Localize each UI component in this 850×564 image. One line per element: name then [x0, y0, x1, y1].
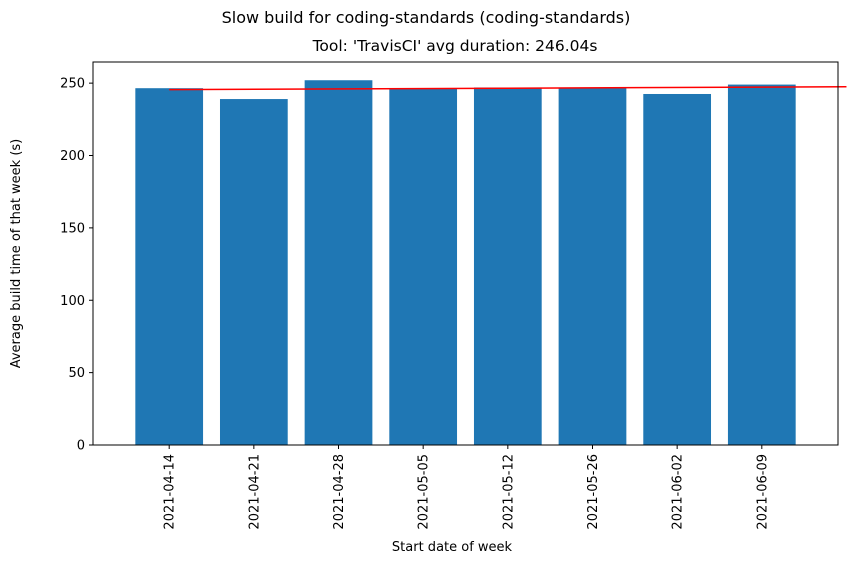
chart-title: Tool: 'TravisCI' avg duration: 246.04s [312, 37, 598, 55]
x-axis-ticks: 2021-04-14 2021-04-21 2021-04-28 2021-05-05… [163, 445, 770, 530]
y-tick-label: 50 [68, 366, 85, 381]
bar-2021-06-02 [643, 93, 712, 445]
bar-2021-04-21 [219, 99, 288, 445]
plot-frame [92, 61, 839, 446]
bar-2021-06-09 [727, 84, 796, 445]
bar-2021-05-05 [389, 88, 458, 445]
x-axis-label: Start date of week [392, 540, 513, 555]
x-tick-label: 2021-05-12 [501, 454, 516, 530]
x-tick-label: 2021-06-09 [755, 454, 770, 530]
x-tick-label: 2021-05-05 [417, 454, 432, 530]
x-tick-label: 2021-05-26 [586, 454, 601, 530]
trend-group [169, 86, 847, 91]
y-tick-label: 200 [60, 149, 85, 164]
bar-2021-04-14 [135, 88, 204, 446]
chart-suptitle: Slow build for coding-standards (coding-… [222, 8, 631, 27]
x-tick-label: 2021-06-02 [671, 454, 686, 530]
x-tick-label: 2021-04-21 [247, 454, 262, 530]
y-tick-label: 150 [60, 221, 85, 236]
bar-2021-05-26 [558, 87, 627, 445]
x-tick-label: 2021-04-28 [332, 454, 347, 530]
y-axis-ticks: 0 50 100 150 200 250 [60, 77, 93, 454]
y-axis-label: Average build time of that week (s) [9, 139, 24, 369]
bars-group [135, 80, 796, 446]
bar-2021-05-12 [473, 87, 542, 445]
x-tick-label: 2021-04-14 [163, 454, 178, 530]
y-tick-label: 0 [77, 439, 85, 454]
trend-line [169, 86, 847, 91]
bar-2021-04-28 [304, 80, 373, 445]
y-tick-label: 100 [60, 294, 85, 309]
y-tick-label: 250 [60, 77, 85, 92]
